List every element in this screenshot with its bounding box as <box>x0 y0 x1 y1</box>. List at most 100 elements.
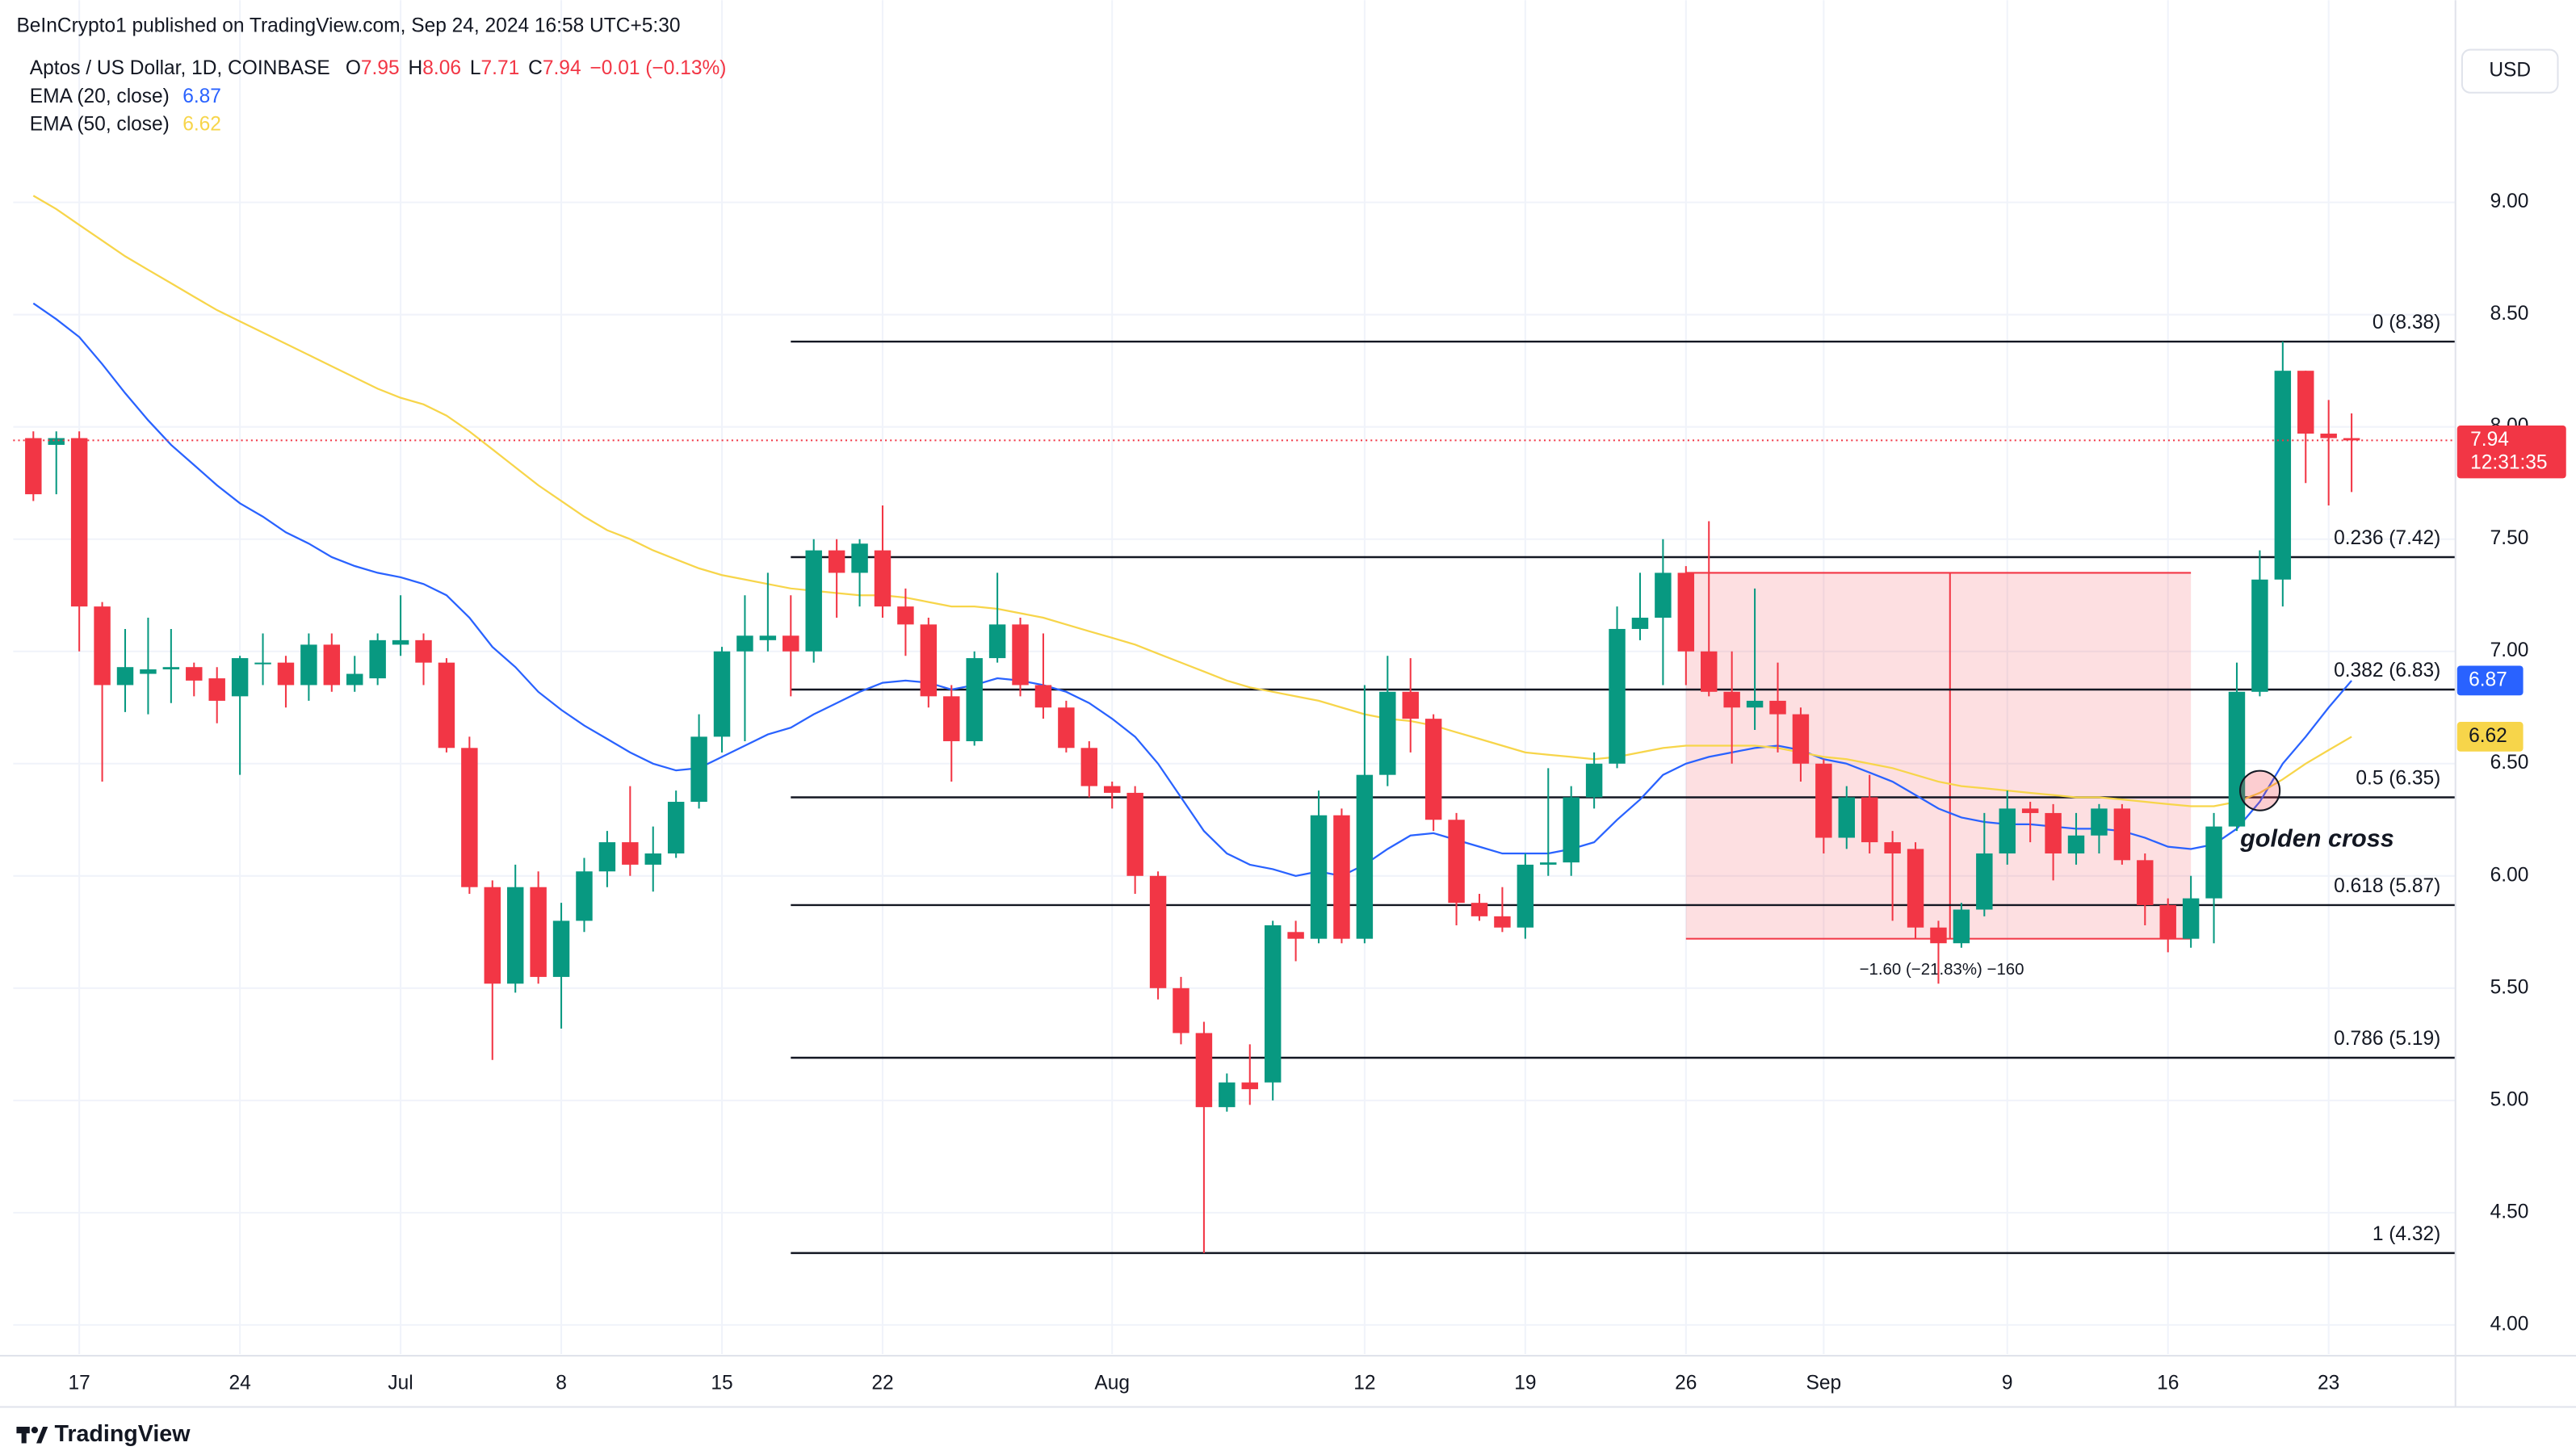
ema-line <box>32 302 2352 878</box>
candle-body <box>667 802 685 853</box>
candle-body <box>162 667 180 669</box>
x-tick-label: 15 <box>711 1372 732 1394</box>
ohlc-high: 8.06 <box>422 58 461 80</box>
candle-body <box>1976 853 1993 910</box>
candle-body <box>94 606 111 686</box>
publisher: BeInCrypto1 published on TradingView.com… <box>16 15 680 36</box>
x-tick-label: Sep <box>1806 1372 1842 1394</box>
ema-badge <box>2456 721 2524 752</box>
candle-body <box>1494 916 1511 928</box>
ohlc-change: −0.01 (−0.13%) <box>589 58 726 80</box>
fib-label: 1 (4.32) <box>2373 1223 2441 1245</box>
x-tick-label: 26 <box>1675 1372 1697 1394</box>
candle-body <box>208 678 225 701</box>
currency-label[interactable]: USD <box>2489 60 2531 82</box>
candle-body <box>2159 904 2176 939</box>
candle-body <box>277 662 295 686</box>
ohlc-prefix: H <box>409 58 423 80</box>
candle-body <box>1173 987 1189 1034</box>
candle-body <box>1012 624 1029 686</box>
candle-body <box>2343 438 2360 441</box>
candle-body <box>1907 849 1924 928</box>
candle-body <box>2228 691 2246 827</box>
candle-body <box>1471 903 1488 916</box>
candle-body <box>1149 875 1167 988</box>
candle-body <box>300 644 317 686</box>
fib-label: 0 (8.38) <box>2373 312 2441 333</box>
symbol-title: Aptos / US Dollar, 1D, COINBASE <box>30 58 330 80</box>
candle-body <box>1448 820 1465 904</box>
currency-button[interactable] <box>2461 48 2559 94</box>
y-tick-label: 9.00 <box>2490 191 2529 212</box>
y-tick-label: 4.00 <box>2490 1313 2529 1335</box>
candle-body <box>2320 434 2337 438</box>
y-tick-label: 6.00 <box>2490 864 2529 886</box>
candle-body <box>2091 808 2108 836</box>
candle-body <box>1424 719 1442 820</box>
candle-body <box>644 853 661 865</box>
candle-body <box>2067 835 2085 853</box>
candle-body <box>1379 691 1396 775</box>
ohlc-prefix: O <box>346 58 361 80</box>
candle-body <box>759 635 777 640</box>
x-tick-label: 8 <box>556 1372 567 1394</box>
ohlc-close: 7.94 <box>543 58 581 80</box>
candle-body <box>1402 691 1419 719</box>
candle-body <box>874 550 892 607</box>
grid <box>13 0 2456 1355</box>
y-tick-label: 6.50 <box>2490 752 2529 774</box>
candle-body <box>1034 685 1052 708</box>
candle-body <box>576 871 593 921</box>
candle-body <box>552 920 570 977</box>
candle-body <box>346 673 363 686</box>
candle-body <box>1769 700 1786 715</box>
candle-body <box>1815 763 1832 838</box>
candle-body <box>1655 572 1672 618</box>
candle-body <box>1631 618 1649 629</box>
candle-body <box>851 543 868 573</box>
candle-body <box>1241 1082 1258 1089</box>
ema-name: EMA (50, close) <box>30 114 170 136</box>
candle-body <box>805 550 822 652</box>
candle-body <box>1310 815 1328 939</box>
x-tick-label: 12 <box>1353 1372 1375 1394</box>
candle-body <box>1264 925 1282 1083</box>
fib-label: 0.382 (6.83) <box>2334 660 2440 681</box>
y-tick-label: 7.00 <box>2490 639 2529 661</box>
candle-body <box>622 842 639 865</box>
candle-body <box>484 887 501 984</box>
candle-body <box>48 438 65 445</box>
candle-body <box>1838 797 1856 838</box>
candle-body <box>988 624 1006 659</box>
ema-badge-label: 6.62 <box>2469 725 2507 747</box>
annotation-text: golden cross <box>2239 825 2394 853</box>
candle-body <box>2021 808 2039 813</box>
candle-body <box>2297 371 2314 434</box>
legend-ema: EMA (50, close) 6.62 <box>30 114 221 136</box>
candle-body <box>2137 860 2154 905</box>
x-tick-label: 17 <box>69 1372 90 1394</box>
brand: TradingView <box>54 1421 191 1447</box>
ema-badge-label: 6.87 <box>2469 669 2507 690</box>
candle-body <box>1563 797 1580 863</box>
ema-value: 6.87 <box>183 86 221 107</box>
candle-body <box>25 438 42 495</box>
x-tick-label: Jul <box>388 1372 413 1394</box>
y-tick-label: 5.50 <box>2490 976 2529 998</box>
ohlc-open: 7.95 <box>361 58 400 80</box>
brand-logo <box>16 1427 48 1444</box>
ema-name: EMA (20, close) <box>30 86 170 107</box>
y-tick-label: 4.50 <box>2490 1201 2529 1222</box>
y-tick-label: 8.50 <box>2490 303 2529 325</box>
candle-body <box>598 842 616 872</box>
legend-ema: EMA (20, close) 6.87 <box>30 86 221 107</box>
candle-body <box>943 696 960 741</box>
fib-label: 0.236 (7.42) <box>2334 527 2440 549</box>
ohlc-prefix: L <box>470 58 481 80</box>
fib-label: 0.786 (5.19) <box>2334 1028 2440 1050</box>
candle-body <box>254 662 271 665</box>
candle-body <box>1677 572 1695 652</box>
logo-shape <box>36 1427 48 1444</box>
candle-body <box>438 662 455 748</box>
candle-body <box>1999 808 2016 853</box>
